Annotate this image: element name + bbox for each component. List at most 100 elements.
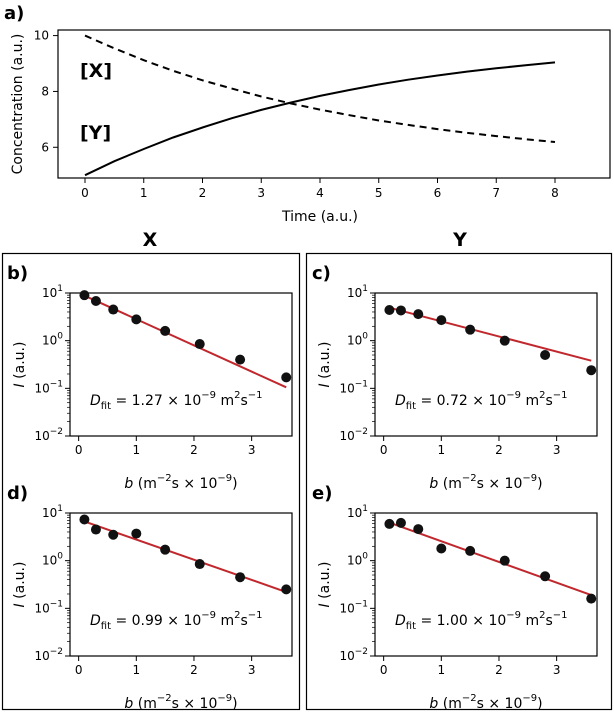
fit-annotation: Dfit = 0.99 × 10−9 m2s−1 (90, 610, 263, 632)
x-tick-label: 5 (375, 186, 383, 200)
series-y-line (84, 61, 556, 177)
y-tick-label: 10−1 (34, 599, 63, 615)
data-point (235, 354, 246, 365)
group-header-left: X (143, 229, 158, 251)
panel-c-label: c) (312, 263, 331, 284)
y-axis-label: I (a.u.) (12, 342, 28, 388)
x-tick-label: 3 (553, 443, 561, 457)
group-header-right: Y (452, 229, 467, 251)
y-tick-label: 10 (34, 29, 49, 43)
panel-a-plot-frame (57, 29, 611, 179)
panel-e-label: e) (312, 483, 332, 504)
data-point (160, 325, 171, 336)
y-tick-label: 8 (41, 84, 49, 98)
y-tick-label: 10−2 (339, 427, 368, 443)
x-tick-label: 3 (257, 186, 265, 200)
y-axis-label: I (a.u.) (317, 342, 333, 388)
data-point (413, 309, 424, 320)
x-tick-label: 2 (199, 186, 207, 200)
panel-a: a) 0 1 2 3 4 5 6 7 8 6 8 10 [X] [Y] Time (a.u.) Con… (4, 3, 611, 225)
panel-d: d) 0 1 2 3 101 100 10−1 10−2 Dfit = 0.99 × 10−9 m… (7, 483, 293, 712)
y-tick-label: 10−2 (34, 427, 63, 443)
x-tick-label: 6 (434, 186, 442, 200)
data-point (131, 314, 142, 325)
panel-a-x-axis-label: Time (a.u.) (281, 209, 358, 225)
data-point (281, 584, 292, 595)
x-tick-label: 2 (495, 663, 503, 677)
data-point (395, 517, 406, 528)
data-point (384, 518, 395, 529)
data-point (499, 555, 510, 566)
y-tick-label: 101 (347, 284, 368, 300)
y-tick-label: 10−2 (34, 647, 63, 663)
x-axis-label: b (m−2s × 10−9) (124, 693, 237, 712)
data-point (235, 572, 246, 583)
x-axis-label: b (m−2s × 10−9) (429, 693, 542, 712)
data-point (436, 543, 447, 554)
group-box-left (1, 252, 301, 711)
y-tick-label: 10−2 (339, 647, 368, 663)
group-box-right (305, 252, 613, 711)
data-point (413, 524, 424, 535)
y-tick-label: 100 (347, 552, 368, 568)
data-point (194, 339, 205, 350)
panel-a-ticks: 0 1 2 3 4 5 6 7 8 6 8 10 (34, 29, 559, 200)
x-tick-label: 3 (248, 443, 256, 457)
data-point (586, 593, 597, 604)
plot-frame (69, 512, 293, 657)
series-x-line (84, 34, 556, 143)
panel-b: b) 0 1 2 3 101 100 10−1 10−2 Dfit = 1.27 × 10−9 m… (7, 263, 293, 492)
x-tick-label: 8 (551, 186, 559, 200)
data-point (465, 545, 476, 556)
data-point (540, 571, 551, 582)
data-point (79, 290, 90, 301)
x-tick-label: 1 (437, 663, 445, 677)
x-tick-label: 2 (190, 443, 198, 457)
data-point (90, 295, 101, 306)
x-tick-label: 0 (81, 186, 89, 200)
y-tick-label: 10−1 (34, 379, 63, 395)
y-tick-label: 100 (42, 332, 63, 348)
data-point (131, 528, 142, 539)
data-point (499, 335, 510, 346)
y-tick-label: 101 (347, 504, 368, 520)
y-tick-label: 10−1 (339, 379, 368, 395)
data-point (465, 324, 476, 335)
data-point (194, 559, 205, 570)
x-tick-label: 1 (437, 443, 445, 457)
y-tick-label: 6 (41, 140, 49, 154)
data-point (79, 514, 90, 525)
panel-a-label: a) (4, 3, 24, 24)
data-point (436, 315, 447, 326)
fit-line (386, 520, 592, 596)
plot-frame (374, 292, 598, 437)
data-point (160, 544, 171, 555)
panel-a-series (84, 34, 556, 177)
x-tick-label: 3 (553, 663, 561, 677)
x-tick-label: 7 (492, 186, 500, 200)
y-axis-label: I (a.u.) (12, 562, 28, 608)
data-point (395, 305, 406, 316)
panel-a-y-axis-label: Concentration (a.u.) (10, 34, 26, 175)
series-x-label: [X] (80, 60, 112, 82)
x-tick-label: 0 (380, 663, 388, 677)
data-point (281, 372, 292, 383)
x-tick-label: 2 (495, 443, 503, 457)
plot-frame (69, 292, 293, 437)
panel-e: e) 0 1 2 3 101 100 10−1 10−2 Dfit = 1.00 × 10−9 m… (312, 483, 598, 712)
panel-c: c) 0 1 2 3 101 100 10−1 10−2 Dfit = 0.72 × 10−9 m… (312, 263, 598, 492)
y-tick-label: 101 (42, 284, 63, 300)
x-tick-label: 0 (380, 443, 388, 457)
x-axis-label: b (m−2s × 10−9) (124, 473, 237, 492)
x-tick-label: 4 (316, 186, 324, 200)
data-point (540, 350, 551, 361)
x-tick-label: 1 (140, 186, 148, 200)
panel-b-label: b) (7, 263, 28, 284)
x-tick-label: 1 (132, 663, 140, 677)
data-point (108, 304, 119, 315)
fit-annotation: Dfit = 0.72 × 10−9 m2s−1 (395, 390, 568, 412)
x-tick-label: 1 (132, 443, 140, 457)
x-axis-label: b (m−2s × 10−9) (429, 473, 542, 492)
